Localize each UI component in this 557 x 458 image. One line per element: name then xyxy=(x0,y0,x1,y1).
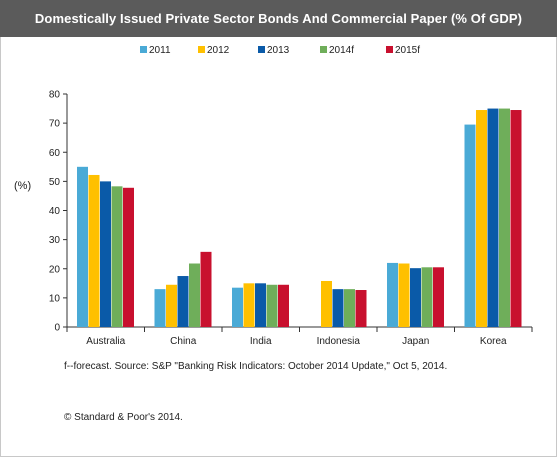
y-tick-label: 50 xyxy=(49,177,61,188)
x-tick-label: Japan xyxy=(402,336,429,347)
legend-label-2015f: 2015f xyxy=(395,45,420,56)
y-tick-label: 20 xyxy=(49,264,61,275)
bar-japan-2015f xyxy=(433,267,444,327)
bar-korea-2012 xyxy=(476,110,487,327)
y-tick-label: 30 xyxy=(49,235,61,246)
bar-japan-2013 xyxy=(410,268,421,327)
y-tick-label: 0 xyxy=(54,323,60,334)
legend-swatch-2014f xyxy=(320,46,327,53)
legend-swatch-2012 xyxy=(198,46,205,53)
y-tick-label: 60 xyxy=(49,148,61,159)
y-tick-label: 70 xyxy=(49,119,61,130)
legend-swatch-2013 xyxy=(258,46,265,53)
bar-japan-2012 xyxy=(398,263,410,327)
legend-label-2012: 2012 xyxy=(207,45,230,56)
legend-swatch-2015f xyxy=(386,46,393,53)
bar-indonesia-2013 xyxy=(332,289,344,327)
bar-china-2015f xyxy=(200,251,212,327)
bar-india-2014f xyxy=(266,284,278,327)
bar-australia-2011 xyxy=(77,166,88,327)
bar-indonesia-2012 xyxy=(321,280,332,327)
y-tick-label: 80 xyxy=(49,90,61,101)
chart-title: Domestically Issued Private Sector Bonds… xyxy=(0,0,557,37)
bar-china-2013 xyxy=(177,276,189,327)
legend-label-2011: 2011 xyxy=(149,45,171,56)
bar-korea-2015f xyxy=(510,110,522,327)
bar-japan-2014f xyxy=(421,267,433,327)
bar-australia-2014f xyxy=(111,186,123,327)
legend-label-2014f: 2014f xyxy=(329,45,354,56)
bar-china-2011 xyxy=(154,289,166,327)
x-tick-label: Australia xyxy=(86,336,125,347)
legend-label-2013: 2013 xyxy=(267,45,290,56)
bar-china-2014f xyxy=(189,263,200,327)
bar-australia-2015f xyxy=(123,187,134,327)
bar-india-2013 xyxy=(255,283,266,327)
x-tick-label: Korea xyxy=(480,336,507,347)
legend-swatch-2011 xyxy=(140,46,147,53)
bar-india-2015f xyxy=(278,284,289,327)
bar-china-2012 xyxy=(166,284,177,327)
bar-korea-2011 xyxy=(464,124,476,327)
y-tick-label: 10 xyxy=(49,293,61,304)
bar-indonesia-2015f xyxy=(355,290,367,327)
bar-indonesia-2014f xyxy=(344,289,355,327)
footnote: f--forecast. Source: S&P "Banking Risk I… xyxy=(64,361,448,372)
y-axis-label: (%) xyxy=(14,180,31,192)
bar-australia-2012 xyxy=(88,174,100,327)
x-tick-label: Indonesia xyxy=(317,336,361,347)
bar-japan-2011 xyxy=(387,262,398,327)
bar-korea-2014f xyxy=(499,108,510,327)
x-tick-label: India xyxy=(250,336,272,347)
bar-india-2011 xyxy=(232,287,243,327)
copyright: © Standard & Poor's 2014. xyxy=(64,412,183,423)
bar-india-2012 xyxy=(243,283,255,327)
y-tick-label: 40 xyxy=(49,206,61,217)
x-tick-label: China xyxy=(170,336,197,347)
bar-australia-2013 xyxy=(100,181,111,327)
bar-korea-2013 xyxy=(487,108,499,327)
